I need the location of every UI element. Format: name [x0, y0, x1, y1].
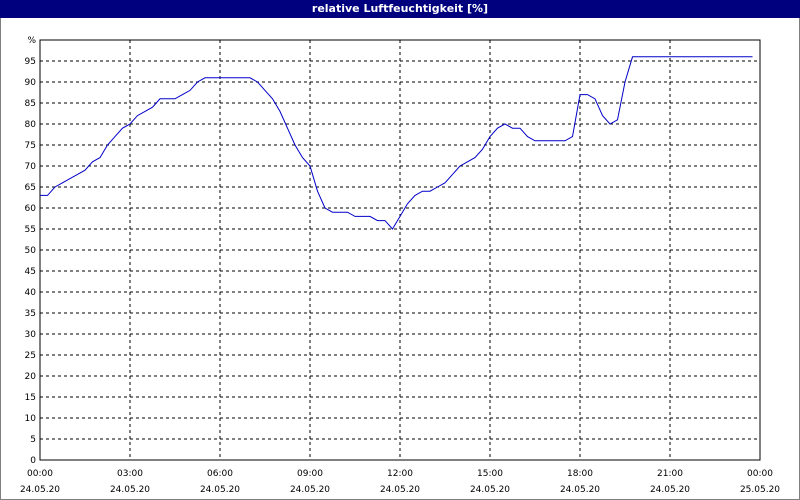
chart-title: relative Luftfeuchtigkeit [%]: [0, 0, 800, 18]
x-tick-time: 03:00: [117, 469, 143, 479]
x-tick-time: 09:00: [297, 469, 323, 479]
y-tick-label: 70: [25, 162, 37, 172]
y-tick-label: 65: [25, 183, 36, 193]
y-tick-label: 95: [25, 57, 36, 67]
x-tick-date: 24.05.20: [560, 485, 600, 495]
y-tick-label: 15: [25, 393, 36, 403]
x-tick-date: 24.05.20: [290, 485, 330, 495]
x-tick-date: 24.05.20: [20, 485, 60, 495]
x-tick-date: 25.05.20: [740, 485, 780, 495]
x-tick-date: 24.05.20: [650, 485, 690, 495]
y-tick-label: 50: [25, 246, 37, 256]
y-tick-label: 75: [25, 141, 36, 151]
humidity-series-line: [40, 56, 753, 230]
y-tick-label: 25: [25, 351, 36, 361]
x-tick-date: 24.05.20: [380, 485, 420, 495]
y-tick-label: 85: [25, 99, 36, 109]
x-tick-time: 00:00: [747, 469, 773, 479]
x-tick-date: 24.05.20: [110, 485, 150, 495]
y-tick-label: 80: [25, 120, 37, 130]
y-tick-label: 45: [25, 267, 36, 277]
x-tick-date: 24.05.20: [200, 485, 240, 495]
y-tick-label: 0: [30, 456, 36, 466]
y-tick-label: 90: [25, 78, 37, 88]
x-tick-time: 00:00: [27, 469, 53, 479]
y-tick-label: 20: [25, 372, 37, 382]
x-tick-time: 18:00: [567, 469, 593, 479]
y-axis-label: %: [27, 36, 36, 46]
y-tick-label: 60: [25, 204, 37, 214]
x-tick-date: 24.05.20: [470, 485, 510, 495]
y-tick-label: 40: [25, 288, 37, 298]
x-tick-time: 15:00: [477, 469, 503, 479]
y-tick-label: 55: [25, 225, 36, 235]
y-tick-label: 30: [25, 330, 37, 340]
x-tick-time: 12:00: [387, 469, 413, 479]
y-tick-label: 5: [30, 435, 36, 445]
x-tick-time: 06:00: [207, 469, 233, 479]
x-tick-time: 21:00: [657, 469, 683, 479]
y-tick-label: 10: [25, 414, 37, 424]
y-tick-label: 35: [25, 309, 36, 319]
